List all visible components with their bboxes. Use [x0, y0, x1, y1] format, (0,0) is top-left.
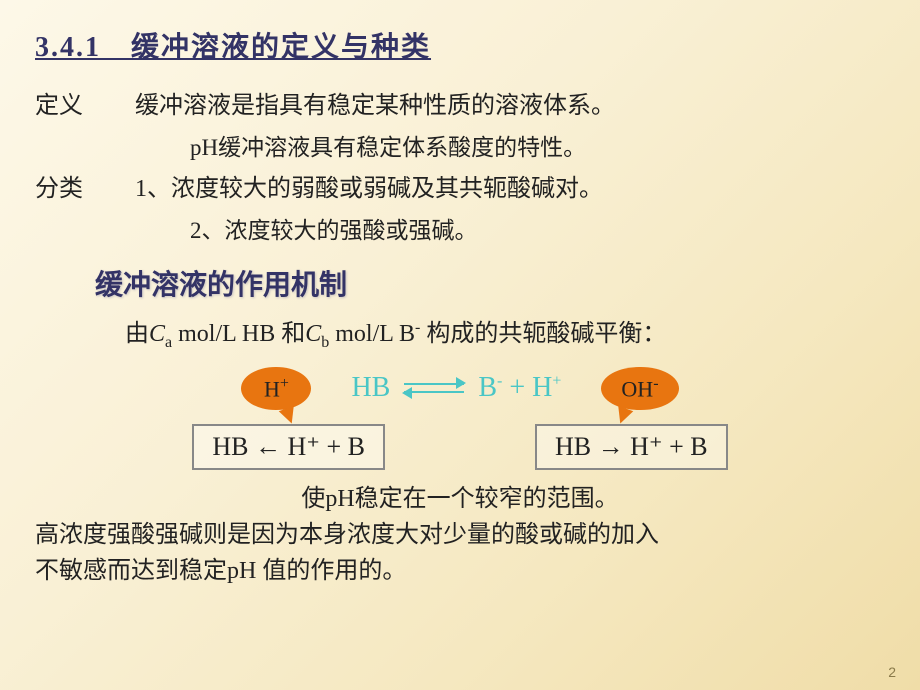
bubble-left-sup: +: [280, 375, 289, 392]
bubble-right-sup: -: [653, 375, 658, 392]
ph-stable-note: 使pH稳定在一个较窄的范围。: [35, 478, 885, 513]
eq-b: B: [478, 372, 497, 403]
equilibrium-equation: HB B- + H+: [351, 372, 561, 404]
category-item-1: 1、浓度较大的弱酸或弱碱及其共轭酸碱对。: [135, 168, 885, 203]
h-plus-bubble: H+: [241, 367, 311, 410]
eq-right: B- + H+: [478, 372, 561, 404]
unit1: mol/L HB: [172, 321, 281, 347]
ca-symbol: C: [149, 321, 165, 347]
category-item-2: 2、浓度较大的强酸或强碱。: [190, 211, 885, 245]
diagram-row: H+ HB B- + H+ OH-: [35, 367, 885, 410]
definition-sub: pH缓冲溶液具有稳定体系酸度的特性。: [190, 128, 885, 162]
intro-pre: 由: [125, 321, 149, 347]
eq-h-sup: +: [552, 373, 561, 390]
eq-plus: + H: [502, 372, 552, 403]
paragraph-line-2: 不敏感而达到稳定pH 值的作用的。: [35, 555, 885, 589]
equilibrium-intro: 由Ca mol/L HB 和Cb mol/L B- 构成的共轭酸碱平衡：: [125, 313, 885, 352]
reaction-boxes: HB ← H⁺ + B HB → H⁺ + B: [35, 424, 885, 470]
category-label: 分类: [35, 168, 135, 203]
category-row: 分类 1、浓度较大的弱酸或弱碱及其共轭酸碱对。: [35, 168, 885, 203]
and-text: 和: [281, 321, 305, 347]
equilibrium-arrow-icon: [404, 379, 464, 397]
definition-row: 定义 缓冲溶液是指具有稳定某种性质的溶液体系。: [35, 85, 885, 120]
oh-minus-bubble: OH-: [601, 367, 678, 410]
right-reaction-box: HB → H⁺ + B: [535, 424, 728, 470]
page-number: 2: [888, 664, 896, 680]
bubble-right-text: OH: [621, 376, 653, 401]
definition-text: 缓冲溶液是指具有稳定某种性质的溶液体系。: [135, 85, 885, 120]
eq-hb: HB: [351, 372, 390, 404]
paragraph-line-1: 高浓度强酸强碱则是因为本身浓度大对少量的酸或碱的加入: [35, 519, 885, 553]
cb-symbol: C: [305, 321, 321, 347]
left-reaction-box: HB ← H⁺ + B: [192, 424, 385, 470]
unit2: mol/L B: [329, 321, 415, 347]
slide-title: 3.4.1 缓冲溶液的定义与种类: [35, 25, 885, 65]
intro-post: 构成的共轭酸碱平衡：: [420, 321, 666, 347]
bubble-left-text: H: [264, 376, 280, 401]
definition-label: 定义: [35, 85, 135, 120]
mechanism-title: 缓冲溶液的作用机制: [95, 263, 885, 303]
